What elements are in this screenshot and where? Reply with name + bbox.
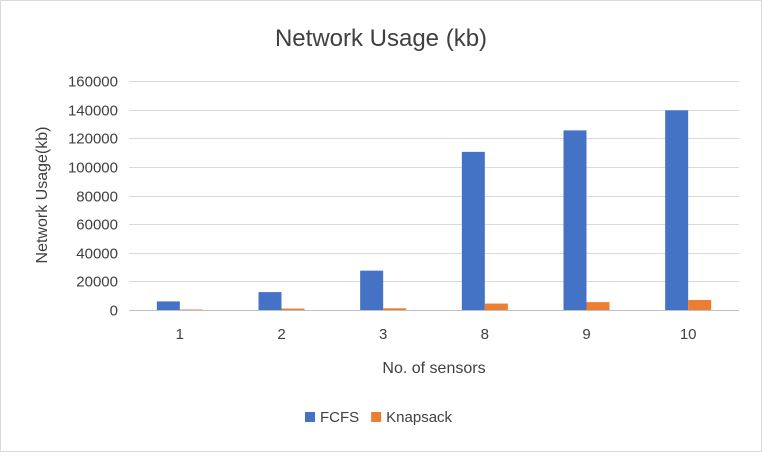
bar-fcfs-2 [258,292,282,310]
y-tick-label: 160000 [68,74,118,91]
x-tick-label: 1 [176,326,184,343]
x-tick-label: 10 [680,326,697,343]
y-tick-label: 20000 [76,274,118,291]
y-tick-label: 140000 [68,103,118,120]
y-tick-label: 60000 [76,217,118,234]
legend-item-fcfs: FCFS [305,409,359,426]
y-tick-label: 80000 [76,189,118,206]
legend-swatch [371,412,382,422]
bar-knapsack-10 [688,299,712,310]
x-tick-label: 2 [277,326,285,343]
chart-title: Network Usage (kb) [275,25,487,52]
legend-label: Knapsack [386,409,452,426]
y-tick-labels: 0 20000 40000 60000 80000 100000 120000 140000 1… [68,74,118,320]
y-tick-label: 40000 [76,246,118,263]
gridlines [129,81,739,311]
bar-fcfs-10 [665,110,689,310]
x-axis-title: No. of sensors [382,360,485,377]
y-tick-label: 0 [110,303,118,320]
bar-knapsack-3 [383,308,407,310]
bar-fcfs-9 [563,130,587,310]
bar-knapsack-9 [586,302,610,310]
y-tick-label: 100000 [68,160,118,177]
legend-label: FCFS [320,409,359,426]
bar-fcfs-8 [461,151,485,310]
legend-swatch [305,412,315,422]
bar-fcfs-3 [360,270,384,310]
bar-knapsack-1 [179,309,203,310]
legend: FCFS Knapsack [305,409,453,426]
legend-item-knapsack: Knapsack [371,409,453,426]
bars [156,110,712,310]
bar-knapsack-2 [281,308,305,310]
x-tick-label: 8 [481,326,489,343]
bar-fcfs-1 [156,301,180,310]
y-tick-label: 120000 [68,131,118,148]
x-tick-labels: 1 2 3 8 9 10 [176,326,697,343]
x-tick-label: 3 [379,326,387,343]
y-axis-title: Network Usage(kb) [34,127,51,264]
x-tick-label: 9 [582,326,590,343]
bar-knapsack-8 [484,303,508,310]
